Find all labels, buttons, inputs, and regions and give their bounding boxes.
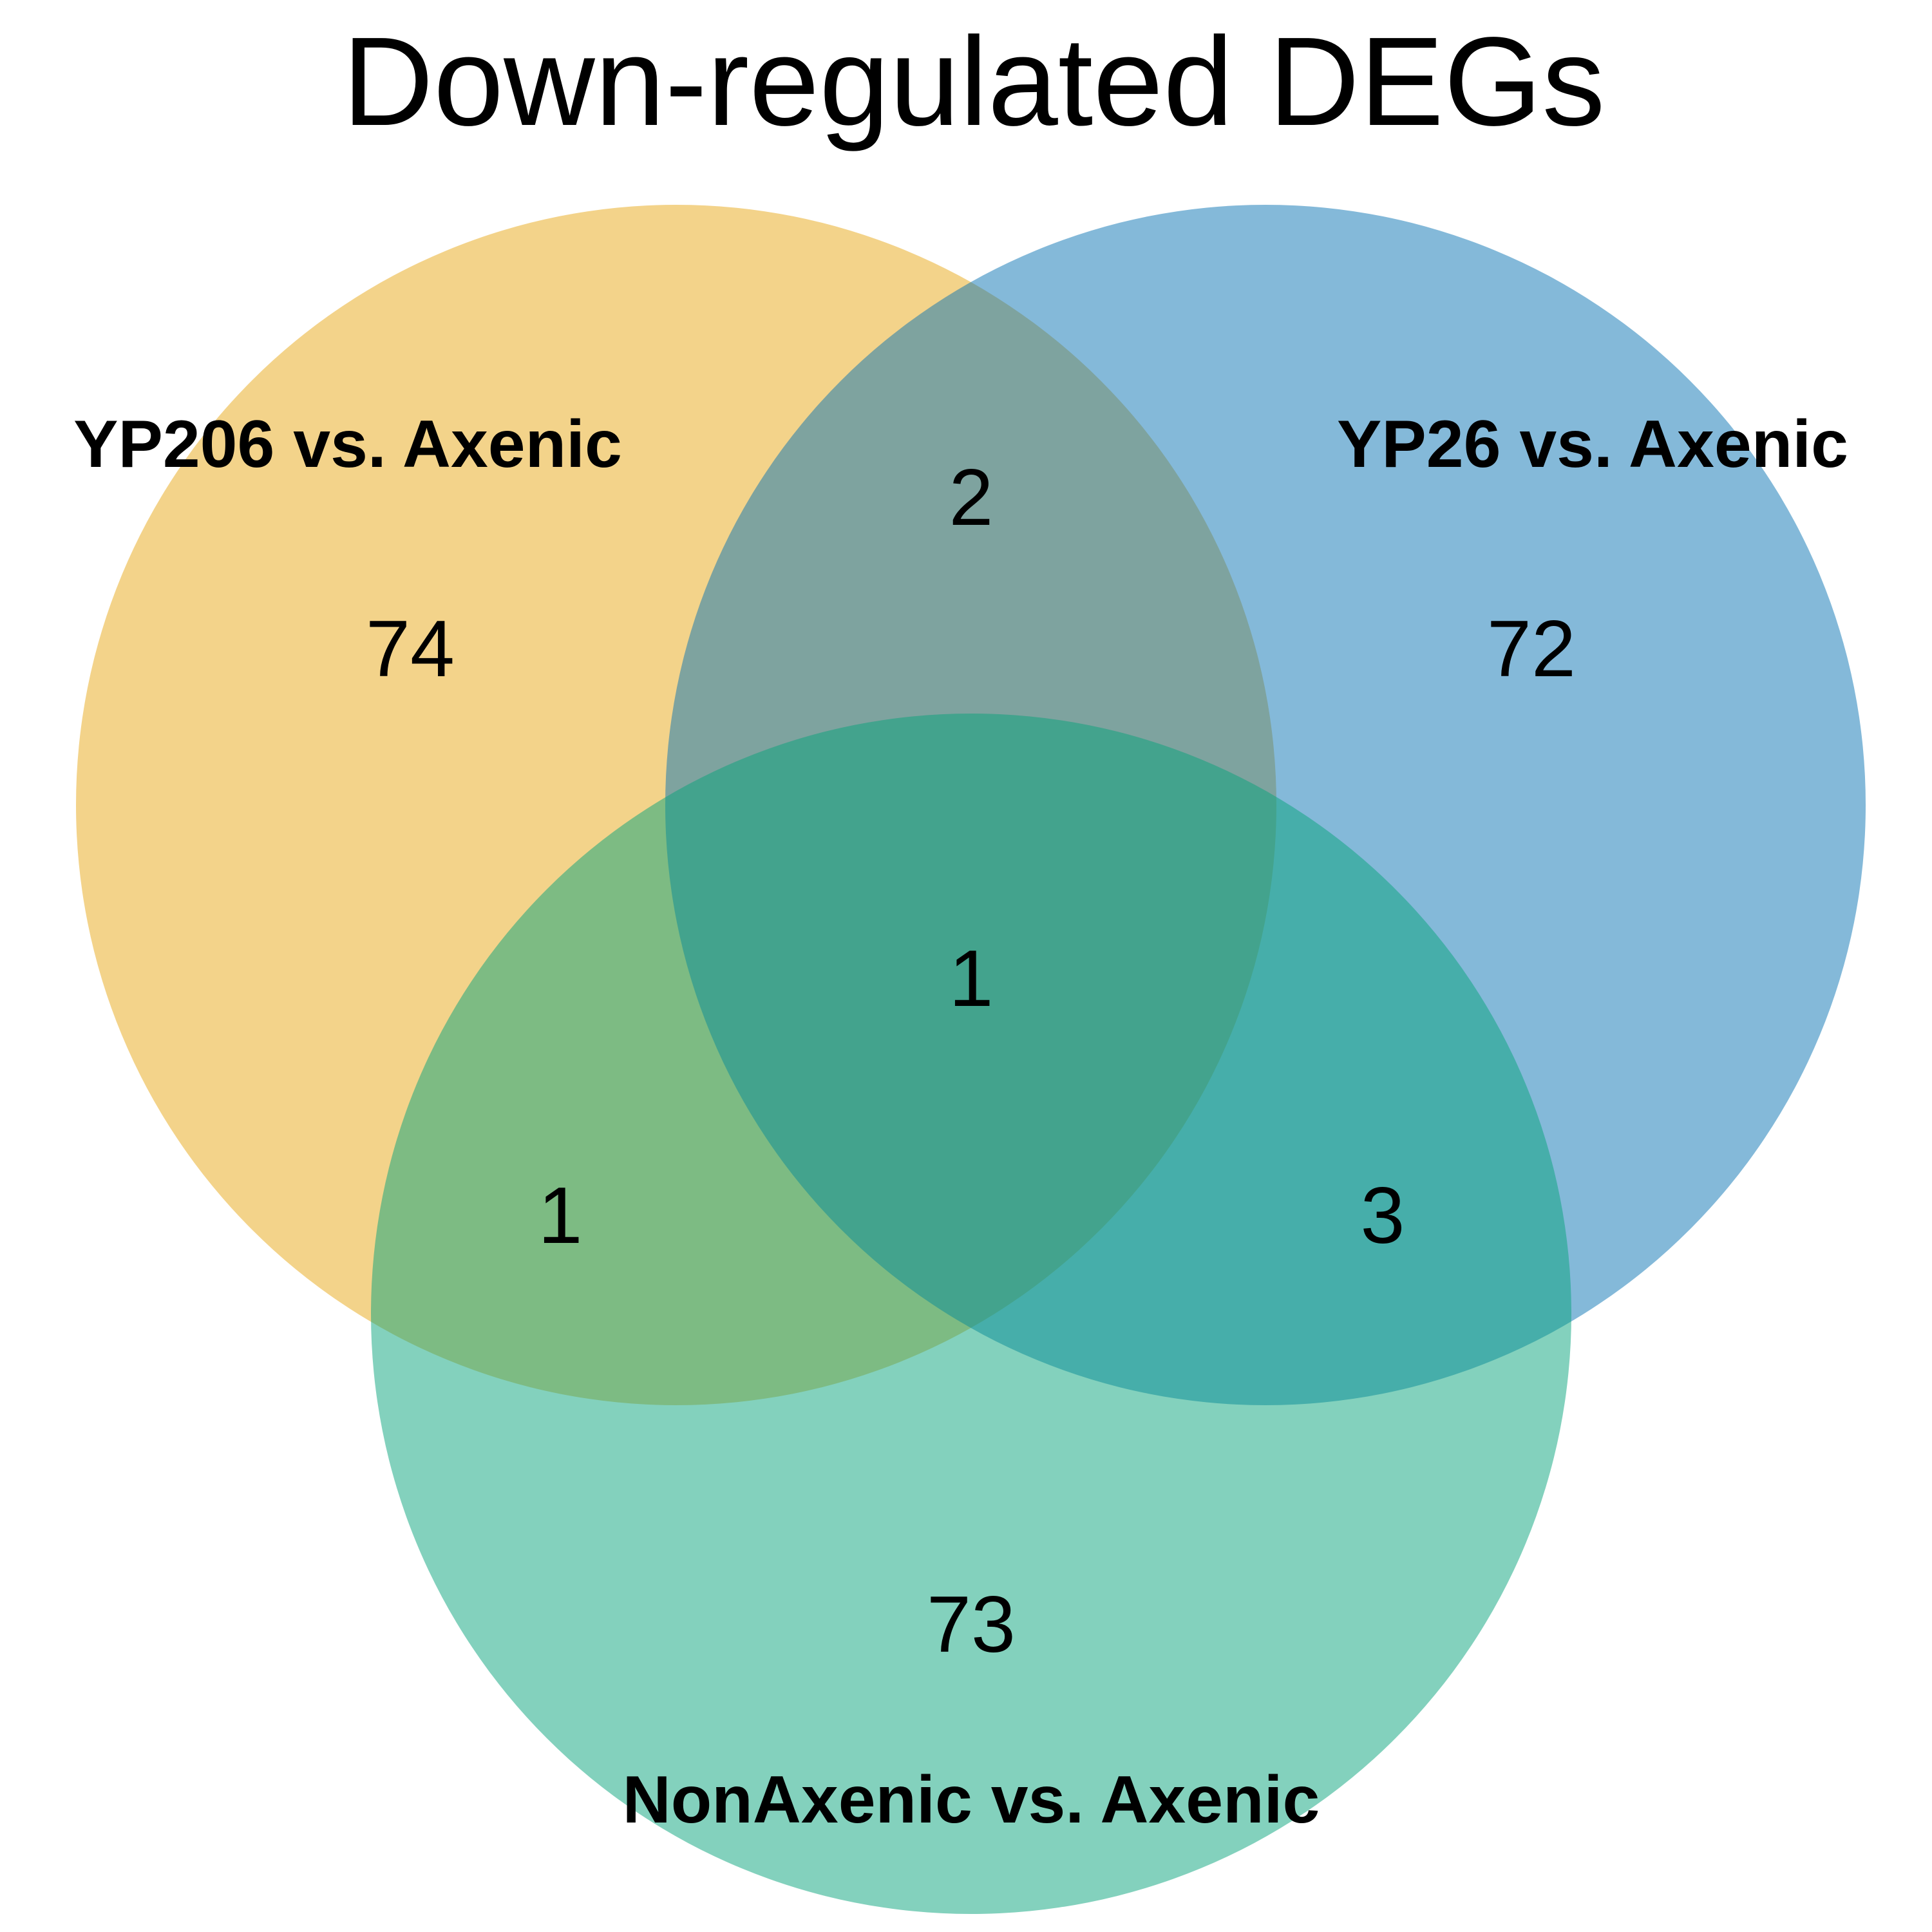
diagram-title: Down-regulated DEGs (343, 11, 1605, 152)
count-yp26-nonaxenic: 3 (1361, 1171, 1405, 1260)
count-yp206-yp26: 2 (949, 453, 994, 542)
count-all-three: 1 (949, 934, 994, 1023)
count-yp206-nonaxenic: 1 (538, 1171, 583, 1260)
set-label-nonaxenic: NonAxenic vs. Axenic (623, 1763, 1320, 1837)
count-yp26-only: 72 (1487, 605, 1576, 694)
set-circle-nonaxenic (371, 714, 1571, 1914)
count-yp206-only: 74 (366, 605, 455, 694)
set-label-yp206: YP206 vs. Axenic (73, 407, 622, 482)
set-label-yp26: YP26 vs. Axenic (1337, 407, 1848, 482)
count-nonaxenic-only: 73 (927, 1580, 1016, 1669)
